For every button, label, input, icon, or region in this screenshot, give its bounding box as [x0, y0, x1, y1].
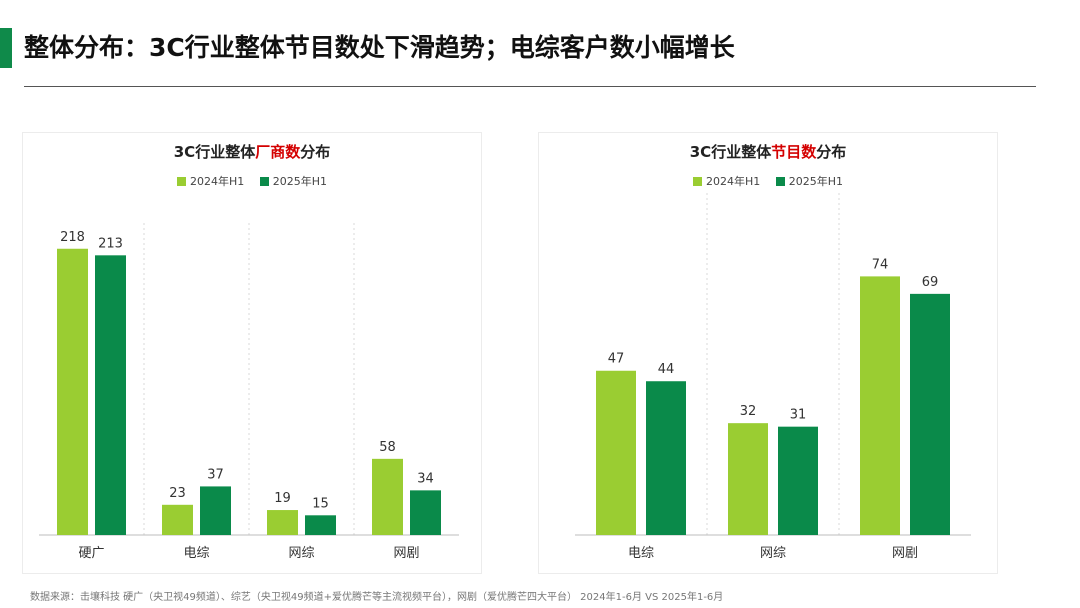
- data-label: 37: [207, 467, 224, 482]
- bar-2025年H1-电综: [646, 381, 686, 535]
- data-label: 23: [169, 486, 186, 501]
- bar-2024年H1-网剧: [372, 458, 403, 535]
- x-tick-label: 网综: [288, 546, 314, 561]
- legend-swatch-2024: [692, 177, 702, 186]
- program-count-chart-panel: 3C行业整体节目数分布 2024年H1 2025年H1 47 44 电综 32 31 网综…: [538, 132, 998, 574]
- data-label: 218: [60, 230, 85, 245]
- source-footnote: 数据来源：击壤科技 硬广（央卫视49频道）、综艺（央卫视49频道+爱优腾芒等主流…: [30, 592, 724, 603]
- chart-title-suffix: 分布: [300, 143, 331, 161]
- data-label: 58: [379, 440, 396, 455]
- bar-2025年H1-电综: [200, 486, 231, 535]
- data-label: 44: [658, 362, 675, 377]
- data-label: 32: [740, 404, 757, 419]
- data-label: 74: [872, 257, 889, 272]
- bar-2025年H1-网综: [778, 426, 818, 535]
- title-accent-bar: [0, 28, 12, 68]
- vendor-count-chart-panel: 3C行业整体厂商数分布 2024年H1 2025年H1 218 213 硬广 23 37…: [22, 132, 482, 574]
- legend-label-2024: 2024年H1: [705, 175, 761, 188]
- x-tick-label: 电综: [628, 546, 654, 561]
- data-label: 31: [790, 408, 807, 423]
- chart-title-prefix: 3C行业整体: [689, 143, 772, 161]
- data-label: 34: [417, 471, 434, 486]
- chart-title-highlight: 厂商数: [255, 143, 301, 161]
- legend-label-2025: 2025年H1: [788, 175, 844, 188]
- bar-2024年H1-电综: [162, 504, 193, 535]
- bar-2025年H1-硬广: [95, 255, 126, 535]
- legend-item-2024: 2024年H1: [176, 173, 245, 189]
- legend-swatch-2025: [259, 177, 269, 186]
- chart-title-highlight: 节目数: [771, 143, 817, 161]
- bar-2025年H1-网剧: [910, 293, 950, 535]
- program-count-bar-chart: 47 44 电综 32 31 网综 74 69 网剧: [575, 193, 971, 561]
- title-divider: [24, 86, 1036, 87]
- data-label: 69: [922, 275, 939, 290]
- bar-2024年H1-网剧: [860, 276, 900, 535]
- x-tick-label: 网剧: [393, 546, 419, 561]
- chart-title: 3C行业整体节目数分布: [539, 141, 997, 162]
- bar-2024年H1-网综: [728, 423, 768, 535]
- chart-title-prefix: 3C行业整体: [173, 143, 256, 161]
- legend-item-2024: 2024年H1: [692, 173, 761, 189]
- page-title: 整体分布：3C行业整体节目数处下滑趋势；电综客户数小幅增长: [24, 33, 735, 62]
- x-tick-label: 网综: [760, 546, 786, 561]
- bar-2025年H1-网综: [305, 515, 336, 535]
- data-label: 19: [274, 491, 291, 506]
- chart-title-suffix: 分布: [816, 143, 847, 161]
- legend-swatch-2025: [775, 177, 785, 186]
- x-tick-label: 电综: [183, 546, 209, 561]
- data-label: 213: [98, 236, 123, 251]
- legend-item-2025: 2025年H1: [259, 173, 328, 189]
- x-tick-label: 网剧: [892, 546, 918, 561]
- bar-2024年H1-电综: [596, 370, 636, 535]
- chart-legend: 2024年H1 2025年H1: [539, 173, 997, 189]
- bar-2024年H1-硬广: [57, 248, 88, 535]
- x-tick-label: 硬广: [78, 546, 104, 561]
- legend-label-2024: 2024年H1: [189, 175, 245, 188]
- chart-legend: 2024年H1 2025年H1: [23, 173, 481, 189]
- legend-label-2025: 2025年H1: [272, 175, 328, 188]
- data-label: 15: [312, 496, 329, 511]
- chart-title: 3C行业整体厂商数分布: [23, 141, 481, 162]
- bar-2024年H1-网综: [267, 510, 298, 535]
- bar-2025年H1-网剧: [410, 490, 441, 535]
- vendor-count-bar-chart: 218 213 硬广 23 37 电综 19 15 网综 58 34 网剧: [39, 223, 459, 561]
- data-label: 47: [608, 352, 625, 367]
- legend-swatch-2024: [176, 177, 186, 186]
- legend-item-2025: 2025年H1: [775, 173, 844, 189]
